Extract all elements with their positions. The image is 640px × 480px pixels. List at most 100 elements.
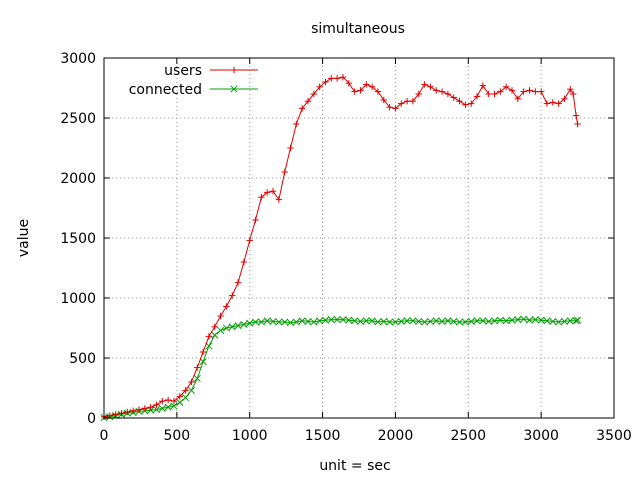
data-point <box>153 401 160 408</box>
data-point <box>555 100 562 107</box>
x-tick-label: 3000 <box>523 428 559 444</box>
data-point <box>397 317 405 325</box>
data-point <box>421 318 429 326</box>
x-tick-label: 2500 <box>450 428 486 444</box>
data-point <box>368 83 376 90</box>
data-point <box>176 393 183 400</box>
data-point <box>380 317 388 325</box>
data-point <box>391 318 399 326</box>
grid-layer <box>104 58 614 418</box>
data-point <box>380 96 387 104</box>
y-tick-label: 500 <box>69 351 96 367</box>
data-point <box>182 394 190 402</box>
data-point <box>258 194 265 201</box>
data-point <box>560 317 569 325</box>
data-point <box>328 75 335 82</box>
data-point <box>561 95 568 102</box>
data-point <box>124 408 131 416</box>
data-point <box>152 406 161 414</box>
series-line-users <box>103 76 579 418</box>
data-point <box>321 316 330 324</box>
data-point <box>386 318 394 326</box>
data-point <box>572 317 580 325</box>
data-point <box>199 348 207 356</box>
data-point <box>456 98 463 105</box>
data-point <box>415 90 422 98</box>
data-point <box>217 326 225 334</box>
data-point <box>251 318 260 326</box>
data-point <box>176 398 184 406</box>
data-point <box>574 316 582 324</box>
data-point <box>467 317 475 325</box>
data-point <box>403 317 411 325</box>
data-point <box>187 386 195 394</box>
data-point <box>567 86 574 93</box>
data-point <box>135 406 143 413</box>
data-point <box>118 410 125 417</box>
data-point <box>327 316 335 324</box>
data-point <box>537 88 545 95</box>
data-point <box>520 315 528 323</box>
data-point <box>570 90 577 98</box>
data-point <box>468 100 475 107</box>
data-point <box>444 90 452 98</box>
data-point <box>240 258 248 266</box>
data-point <box>363 81 370 88</box>
data-point <box>450 94 457 101</box>
data-point <box>531 316 539 324</box>
legend-marker-users <box>230 66 238 74</box>
data-point <box>345 80 352 87</box>
data-point <box>566 317 574 325</box>
data-point <box>304 317 312 325</box>
data-point <box>532 88 539 95</box>
data-point <box>281 168 288 176</box>
data-point <box>164 403 172 411</box>
data-point <box>485 90 492 98</box>
data-point <box>514 95 522 102</box>
data-point <box>421 81 428 88</box>
data-point <box>479 317 487 325</box>
data-point <box>141 405 148 412</box>
data-point <box>345 316 353 324</box>
data-point <box>433 87 440 94</box>
legend-label-users: users <box>164 63 202 79</box>
x-tick-label: 1500 <box>305 428 341 444</box>
y-tick-label: 1000 <box>60 291 96 307</box>
data-point <box>339 316 347 324</box>
data-point <box>438 88 446 95</box>
data-point <box>188 378 195 386</box>
data-point <box>205 342 213 350</box>
data-point <box>502 317 510 325</box>
data-point <box>502 83 510 90</box>
data-point <box>339 74 347 81</box>
data-point <box>194 364 201 371</box>
data-point <box>490 317 499 325</box>
legend-marker-connected <box>230 85 238 93</box>
data-point <box>193 374 201 382</box>
data-point <box>491 90 498 98</box>
data-point <box>572 112 580 119</box>
chart-title: simultaneous <box>311 21 405 37</box>
data-point <box>112 411 119 418</box>
data-point <box>222 324 230 332</box>
data-point <box>549 99 556 106</box>
x-tick-label: 500 <box>163 428 190 444</box>
data-point <box>409 98 417 105</box>
data-point <box>479 82 487 89</box>
data-point <box>223 303 230 310</box>
data-point <box>199 358 207 366</box>
data-point <box>298 105 306 112</box>
data-point <box>520 88 527 95</box>
data-point <box>368 317 376 325</box>
data-point <box>205 333 213 340</box>
data-point <box>228 323 236 331</box>
data-point <box>159 398 166 405</box>
data-point <box>164 396 172 404</box>
data-point <box>403 98 411 105</box>
data-point <box>322 78 329 86</box>
data-point <box>526 87 533 94</box>
tick-layer: 0 500 1000 1500 2000 2500 3000 3500 0 500 1000 1500… <box>60 51 631 444</box>
data-point <box>438 317 446 325</box>
data-point <box>229 292 236 299</box>
data-point <box>432 317 440 325</box>
